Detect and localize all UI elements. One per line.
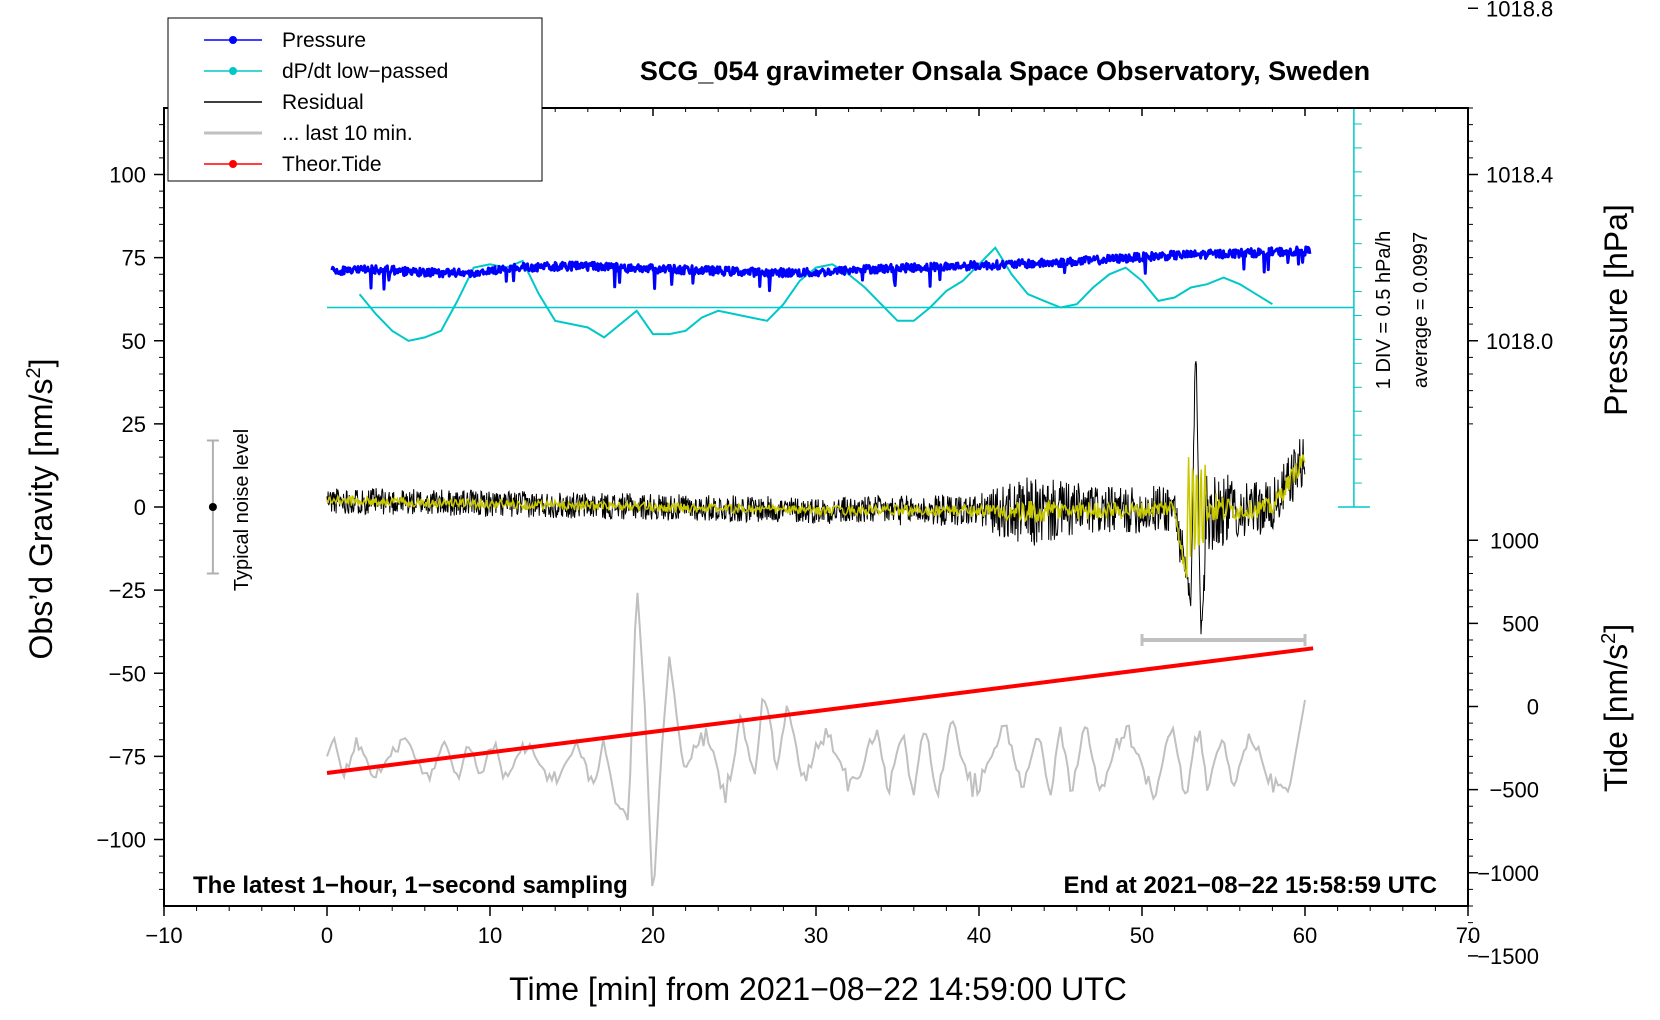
- legend-swatch-marker: [229, 67, 237, 75]
- y-tick-label: 75: [122, 246, 146, 271]
- legend-item: Residual: [204, 91, 364, 114]
- y-tick-label: 0: [134, 495, 146, 520]
- y-axis-title-tide-sup: 2: [1598, 633, 1620, 644]
- legend-box: [167, 17, 543, 182]
- chart-title: SCG_054 gravimeter Onsala Space Observat…: [640, 56, 1370, 86]
- pressure-tick-label: 1018.4: [1486, 163, 1553, 188]
- pressure-tick-label: 1018.0: [1486, 329, 1553, 354]
- legend-item: Pressure: [204, 29, 366, 52]
- legend-swatch-marker: [229, 160, 237, 168]
- legend-item: ... last 10 min.: [204, 122, 413, 145]
- dpdt-average-label: average = 0.0997: [1410, 232, 1432, 388]
- tide-tick-label: −1000: [1477, 861, 1539, 886]
- y-axis-title-gravity-end: ]: [23, 359, 59, 368]
- axes: −10 0 10 20 30 40 50 60 701007550250−25−50−75−10…: [96, 0, 1553, 969]
- y-axis-title-tide-main: Tide [nm/s: [1598, 644, 1634, 792]
- legend: Pressure dP/dt low−passed Residual ... last…: [167, 17, 543, 182]
- pressure-tick-label: 1018.8: [1486, 0, 1553, 21]
- y-tick-label: −75: [109, 744, 146, 769]
- bottom-right-note: End at 2021−08−22 15:58:59 UTC: [1063, 872, 1437, 899]
- legend-label: Residual: [282, 91, 364, 114]
- y-tick-label: −25: [109, 578, 146, 603]
- x-tick-label: 40: [967, 923, 991, 948]
- y-tick-label: 25: [122, 412, 146, 437]
- tide-tick-label: 500: [1502, 611, 1539, 636]
- y-axis-title-gravity-sup: 2: [23, 367, 45, 378]
- tide-tick-label: 0: [1527, 695, 1539, 720]
- bottom-left-note: The latest 1−hour, 1−second sampling: [193, 872, 628, 899]
- legend-swatch-marker: [229, 36, 237, 44]
- legend-label: ... last 10 min.: [282, 122, 413, 145]
- y-axis-title-tide: Tide [nm/s2]: [1598, 624, 1634, 792]
- plot-area: [326, 245, 1354, 887]
- x-tick-label: 0: [321, 923, 333, 948]
- residual-smoothed-trace: [326, 454, 1306, 579]
- y-tick-label: −50: [109, 661, 146, 686]
- x-tick-label: 70: [1456, 923, 1480, 948]
- y-tick-label: −100: [96, 828, 146, 853]
- x-tick-label: 10: [478, 923, 502, 948]
- tide-trace: [326, 646, 1314, 775]
- noise-level-label: Typical noise level: [231, 429, 253, 591]
- y-axis-title-gravity-main: Obs’d Gravity [nm/s: [23, 379, 59, 660]
- pressure-trace: [330, 245, 1312, 293]
- dpdt-scale-label: 1 DIV = 0.5 hPa/h: [1373, 231, 1395, 389]
- noise-dot: [208, 503, 217, 511]
- legend-item: Theor.Tide: [204, 153, 382, 176]
- x-tick-label: 20: [641, 923, 665, 948]
- y-tick-label: 100: [109, 163, 146, 188]
- y-tick-label: 50: [122, 329, 146, 354]
- x-tick-label: 50: [1130, 923, 1154, 948]
- x-tick-label: −10: [145, 923, 182, 948]
- x-tick-label: 30: [804, 923, 828, 948]
- last10-trace: [326, 592, 1306, 887]
- tide-tick-label: −500: [1489, 778, 1539, 803]
- legend-label: Pressure: [282, 29, 366, 52]
- y-axis-title-tide-end: ]: [1598, 624, 1634, 633]
- y-axis-title-gravity: Obs’d Gravity [nm/s2]: [23, 359, 59, 660]
- legend-label: dP/dt low−passed: [282, 60, 448, 83]
- legend-label: Theor.Tide: [282, 153, 382, 176]
- y-axis-title-pressure: Pressure [hPa]: [1598, 204, 1634, 416]
- plot-data: [206, 108, 1370, 887]
- legend-item: dP/dt low−passed: [204, 60, 448, 83]
- tide-tick-label: 1000: [1490, 528, 1539, 553]
- tide-tick-label: −1500: [1477, 944, 1539, 969]
- x-axis-title: Time [min] from 2021−08−22 14:59:00 UTC: [509, 971, 1127, 1007]
- x-tick-label: 60: [1293, 923, 1317, 948]
- legend-items: Pressure dP/dt low−passed Residual ... last…: [204, 29, 448, 176]
